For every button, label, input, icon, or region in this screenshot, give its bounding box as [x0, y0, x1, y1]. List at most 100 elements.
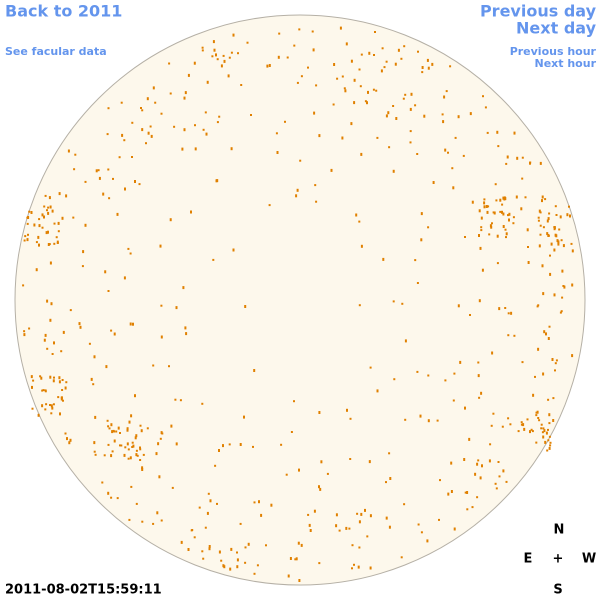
facula	[466, 491, 469, 494]
facula	[169, 92, 172, 95]
facula	[482, 95, 484, 98]
facula	[515, 195, 518, 199]
facula	[364, 100, 367, 103]
facula	[287, 574, 290, 578]
facula	[168, 365, 170, 368]
facula	[488, 459, 491, 463]
facula	[270, 503, 273, 507]
facula	[93, 355, 96, 359]
facula	[542, 226, 545, 229]
facula	[353, 101, 356, 105]
facula	[443, 95, 446, 99]
facula	[223, 59, 226, 63]
facula	[37, 235, 40, 239]
facula	[529, 161, 532, 164]
facula	[26, 222, 29, 225]
facula	[131, 156, 133, 158]
facula	[439, 479, 441, 482]
facula	[24, 235, 27, 238]
facula	[105, 365, 108, 369]
previous-day-link[interactable]: Previous day	[480, 2, 597, 21]
facula	[559, 215, 562, 219]
facula	[480, 229, 483, 232]
facula	[562, 244, 565, 248]
facula	[213, 48, 216, 52]
facula	[57, 221, 60, 225]
facula	[560, 310, 563, 313]
facula	[214, 464, 217, 467]
facula	[228, 56, 231, 59]
facula	[79, 325, 82, 329]
facula	[555, 359, 558, 362]
facula	[168, 62, 171, 65]
facula	[557, 242, 560, 246]
back-link[interactable]: Back to 2011	[5, 2, 122, 21]
facula	[552, 397, 555, 400]
facula	[550, 242, 553, 246]
facula	[330, 168, 333, 172]
faculae	[22, 26, 574, 582]
facula	[244, 561, 247, 564]
facula	[67, 149, 70, 153]
facula	[107, 290, 110, 292]
facula	[193, 536, 196, 539]
facula	[539, 161, 542, 165]
facula	[495, 199, 498, 202]
facula	[501, 203, 504, 206]
compass-west: W	[582, 552, 596, 567]
facula	[459, 360, 462, 364]
facula	[152, 364, 155, 367]
facula	[41, 213, 44, 217]
facula	[42, 389, 45, 392]
facula	[140, 107, 142, 109]
facula	[253, 369, 256, 372]
facula	[118, 156, 121, 159]
facula	[523, 427, 526, 431]
facula	[438, 518, 440, 521]
facula	[135, 453, 138, 457]
facula	[421, 66, 424, 69]
facula	[38, 218, 41, 221]
facula	[338, 529, 341, 532]
facula	[246, 41, 249, 44]
facula	[107, 107, 110, 110]
facula	[115, 430, 118, 433]
facula	[477, 459, 480, 462]
facula	[278, 32, 281, 35]
facula	[385, 481, 387, 484]
facula	[102, 192, 105, 196]
facula	[343, 87, 346, 90]
facula	[332, 103, 335, 106]
facula	[382, 257, 385, 261]
facula	[149, 125, 152, 128]
next-day-link[interactable]: Next day	[516, 19, 597, 38]
facula	[194, 147, 197, 151]
facula	[157, 442, 160, 446]
facula	[123, 276, 126, 280]
facula	[116, 497, 119, 500]
next-hour-link[interactable]: Next hour	[535, 57, 597, 70]
facula	[206, 511, 209, 515]
facula	[78, 322, 81, 326]
facula	[501, 425, 504, 428]
facular-link[interactable]: See facular data	[5, 45, 107, 58]
facula	[230, 147, 233, 151]
facula	[534, 375, 536, 378]
facula	[566, 213, 569, 217]
facula	[357, 565, 360, 569]
facula	[484, 106, 487, 109]
facula	[373, 54, 375, 56]
facula	[82, 250, 85, 254]
facula	[129, 456, 132, 460]
facula	[480, 391, 483, 395]
facula	[464, 236, 466, 238]
facula	[49, 404, 51, 406]
facula	[51, 209, 54, 213]
facula	[155, 452, 158, 456]
previous-hour-link[interactable]: Previous hour	[510, 45, 597, 58]
facula	[175, 306, 178, 310]
facula	[427, 419, 430, 423]
facula	[539, 224, 542, 227]
facula	[190, 210, 192, 214]
